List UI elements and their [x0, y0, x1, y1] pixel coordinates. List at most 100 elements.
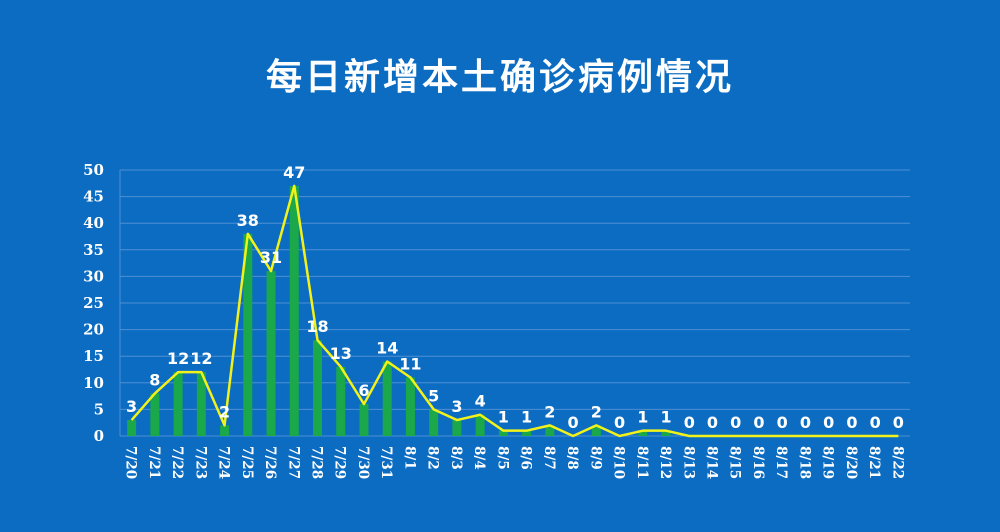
x-tick-label: 7/29 — [332, 446, 348, 479]
y-tick-label: 45 — [83, 188, 104, 206]
data-label: 0 — [846, 413, 857, 432]
data-label: 12 — [167, 349, 189, 368]
data-label: 0 — [730, 413, 741, 432]
y-tick-label: 40 — [83, 214, 104, 232]
data-label: 0 — [893, 413, 904, 432]
bar — [545, 425, 555, 436]
bar — [196, 372, 206, 436]
x-tick-label: 8/22 — [889, 446, 905, 479]
x-tick-label: 8/14 — [704, 446, 720, 479]
data-label: 5 — [428, 386, 439, 405]
data-label: 2 — [219, 402, 230, 421]
data-label: 1 — [521, 408, 532, 427]
bar — [661, 430, 671, 436]
bar — [452, 420, 462, 436]
x-tick-label: 7/30 — [355, 446, 371, 479]
x-tick-label: 8/20 — [843, 446, 859, 479]
data-label: 2 — [544, 402, 555, 421]
bar — [498, 430, 508, 436]
data-label: 0 — [753, 413, 764, 432]
bar — [150, 393, 160, 436]
x-tick-label: 8/5 — [494, 446, 510, 470]
data-label: 13 — [330, 344, 352, 363]
x-tick-label: 8/9 — [587, 446, 603, 470]
data-label: 0 — [707, 413, 718, 432]
bar — [475, 414, 485, 436]
x-tick-label: 8/3 — [448, 446, 464, 470]
x-tick-label: 8/19 — [820, 446, 836, 479]
x-tick-label: 7/31 — [378, 446, 394, 479]
chart-title: 每日新增本土确诊病例情况 — [265, 57, 734, 98]
x-tick-label: 8/15 — [727, 446, 743, 479]
x-tick-label: 8/6 — [518, 446, 534, 470]
x-tick-label: 7/28 — [309, 446, 325, 479]
bar — [405, 377, 415, 436]
bar — [359, 404, 369, 436]
data-label: 31 — [260, 248, 282, 267]
data-label: 1 — [637, 408, 648, 427]
bar — [591, 425, 601, 436]
bar — [638, 430, 648, 436]
bar — [522, 430, 532, 436]
y-tick-label: 15 — [83, 347, 104, 365]
data-label: 3 — [451, 397, 462, 416]
x-tick-label: 8/7 — [541, 446, 557, 470]
data-label: 0 — [684, 413, 695, 432]
x-tick-label: 8/17 — [773, 446, 789, 479]
x-tick-label: 7/27 — [285, 446, 301, 479]
data-label: 8 — [149, 370, 160, 389]
data-label: 0 — [870, 413, 881, 432]
data-label: 0 — [823, 413, 834, 432]
trend-line — [130, 184, 899, 438]
x-tick-label: 7/20 — [123, 446, 139, 479]
x-tick-label: 8/13 — [680, 446, 696, 479]
y-tick-label: 10 — [83, 374, 104, 392]
y-tick-label: 50 — [83, 161, 104, 179]
data-label: 0 — [777, 413, 788, 432]
data-label: 6 — [358, 381, 369, 400]
data-label: 1 — [498, 408, 509, 427]
y-tick-label: 5 — [94, 400, 104, 418]
bar — [266, 271, 276, 436]
x-tick-label: 7/25 — [239, 446, 255, 479]
data-label: 12 — [190, 349, 212, 368]
data-label: 0 — [614, 413, 625, 432]
x-tick-label: 8/1 — [401, 446, 417, 470]
x-tick-label: 7/21 — [146, 446, 162, 479]
data-label: 1 — [660, 408, 671, 427]
bar — [220, 425, 230, 436]
x-tick-label: 8/21 — [866, 446, 882, 479]
data-label: 0 — [568, 413, 579, 432]
x-tick-label: 7/22 — [169, 446, 185, 479]
data-label: 2 — [591, 402, 602, 421]
y-tick-label: 35 — [83, 241, 104, 259]
bar — [173, 372, 183, 436]
bar — [243, 233, 253, 436]
y-tick-label: 25 — [83, 294, 104, 312]
bar — [313, 340, 322, 436]
y-tick-label: 20 — [83, 321, 104, 339]
data-label: 0 — [800, 413, 811, 432]
y-tick-label: 30 — [83, 267, 104, 285]
x-tick-label: 8/12 — [657, 446, 673, 479]
bar — [429, 409, 439, 436]
x-tick-label: 8/11 — [634, 446, 650, 479]
bar — [336, 366, 346, 436]
data-label: 3 — [126, 397, 137, 416]
x-tick-label: 8/2 — [425, 446, 441, 470]
x-tick-label: 8/18 — [796, 446, 812, 479]
data-label: 14 — [376, 339, 398, 358]
y-tick-label: 0 — [94, 427, 104, 445]
data-label: 18 — [306, 317, 328, 336]
bar — [382, 361, 392, 436]
x-tick-label: 7/23 — [192, 446, 208, 479]
x-tick-label: 7/24 — [216, 446, 232, 479]
x-tick-label: 8/16 — [750, 446, 766, 479]
data-label: 4 — [475, 392, 486, 411]
x-tick-label: 8/8 — [564, 446, 580, 470]
data-label: 11 — [399, 354, 421, 373]
x-tick-label: 8/4 — [471, 446, 487, 470]
data-label: 38 — [237, 211, 259, 230]
